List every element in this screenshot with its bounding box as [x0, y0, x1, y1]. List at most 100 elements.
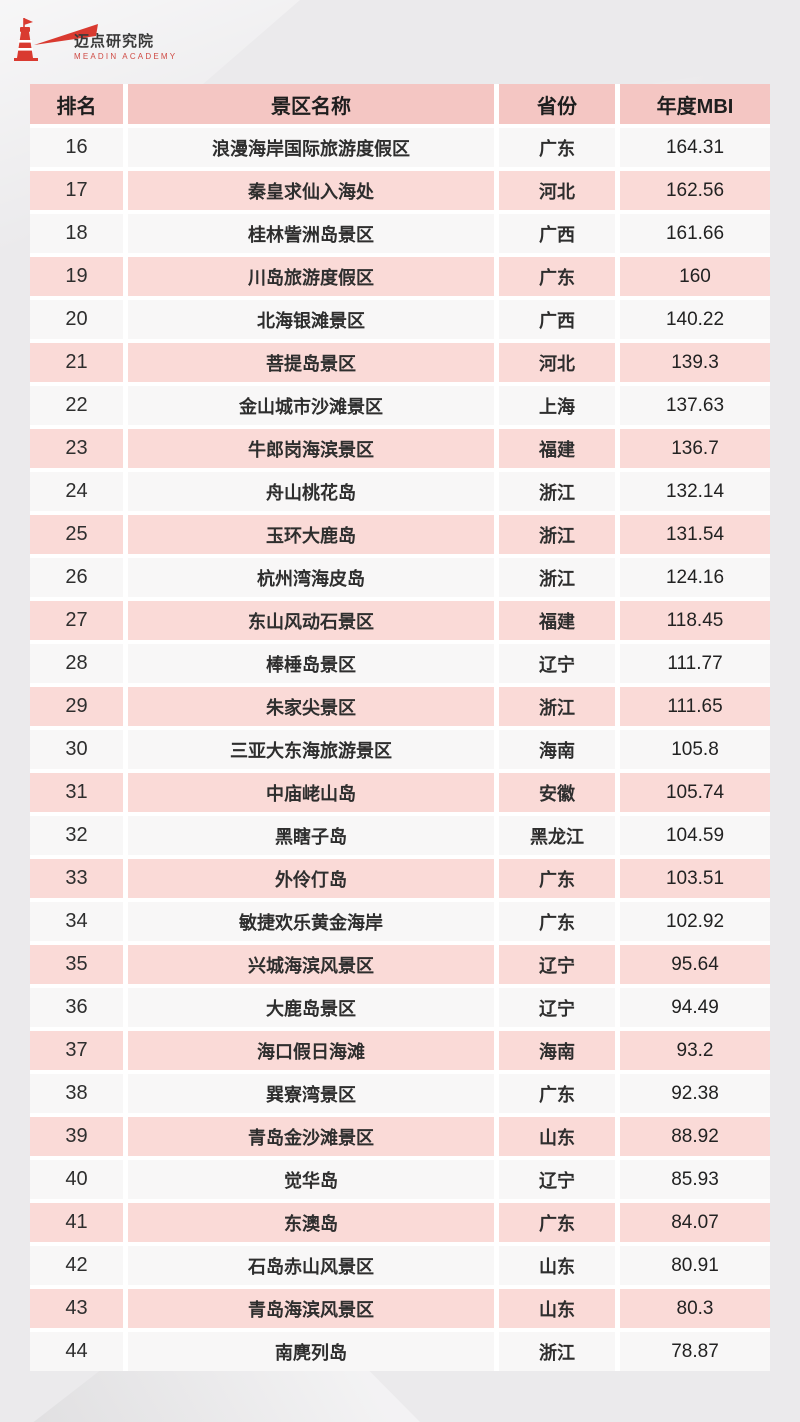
rank-cell: 41: [30, 1203, 123, 1242]
province-cell: 山东: [499, 1289, 615, 1328]
province-cell: 辽宁: [499, 1160, 615, 1199]
name-cell: 三亚大东海旅游景区: [128, 730, 494, 769]
province-cell: 浙江: [499, 687, 615, 726]
province-cell: 广东: [499, 859, 615, 898]
table-row: 34 敏捷欢乐黄金海岸 广东 102.92: [30, 902, 770, 941]
table-row: 41 东澳岛 广东 84.07: [30, 1203, 770, 1242]
meadin-logo: 迈点研究院 MEADIN ACADEMY: [10, 12, 210, 64]
province-cell: 浙江: [499, 472, 615, 511]
rank-cell: 40: [30, 1160, 123, 1199]
mbi-cell: 85.93: [620, 1160, 770, 1199]
rank-cell: 38: [30, 1074, 123, 1113]
name-cell: 浪漫海岸国际旅游度假区: [128, 128, 494, 167]
rank-cell: 37: [30, 1031, 123, 1070]
header-province: 省份: [499, 84, 615, 124]
table-row: 36 大鹿岛景区 辽宁 94.49: [30, 988, 770, 1027]
province-cell: 海南: [499, 1031, 615, 1070]
mbi-cell: 137.63: [620, 386, 770, 425]
mbi-cell: 92.38: [620, 1074, 770, 1113]
province-cell: 福建: [499, 601, 615, 640]
rank-cell: 32: [30, 816, 123, 855]
mbi-ranking-table: 排名 景区名称 省份 年度MBI 16 浪漫海岸国际旅游度假区 广东 164.31 17…: [30, 84, 770, 1371]
mbi-cell: 132.14: [620, 472, 770, 511]
table-row: 44 南麂列岛 浙江 78.87: [30, 1332, 770, 1371]
rank-cell: 34: [30, 902, 123, 941]
table-row: 22 金山城市沙滩景区 上海 137.63: [30, 386, 770, 425]
mbi-cell: 102.92: [620, 902, 770, 941]
province-cell: 广东: [499, 128, 615, 167]
rank-cell: 31: [30, 773, 123, 812]
mbi-cell: 118.45: [620, 601, 770, 640]
mbi-cell: 78.87: [620, 1332, 770, 1371]
name-cell: 大鹿岛景区: [128, 988, 494, 1027]
rank-cell: 39: [30, 1117, 123, 1156]
province-cell: 福建: [499, 429, 615, 468]
table-row: 43 青岛海滨风景区 山东 80.3: [30, 1289, 770, 1328]
table-row: 30 三亚大东海旅游景区 海南 105.8: [30, 730, 770, 769]
rank-cell: 19: [30, 257, 123, 296]
name-cell: 石岛赤山风景区: [128, 1246, 494, 1285]
province-cell: 河北: [499, 343, 615, 382]
table-row: 16 浪漫海岸国际旅游度假区 广东 164.31: [30, 128, 770, 167]
mbi-cell: 111.77: [620, 644, 770, 683]
name-cell: 秦皇求仙入海处: [128, 171, 494, 210]
header-rank: 排名: [30, 84, 123, 124]
table-row: 29 朱家尖景区 浙江 111.65: [30, 687, 770, 726]
table-row: 39 青岛金沙滩景区 山东 88.92: [30, 1117, 770, 1156]
mbi-cell: 80.91: [620, 1246, 770, 1285]
logo-title: 迈点研究院: [74, 33, 155, 50]
name-cell: 牛郎岗海滨景区: [128, 429, 494, 468]
table-row: 25 玉环大鹿岛 浙江 131.54: [30, 515, 770, 554]
name-cell: 杭州湾海皮岛: [128, 558, 494, 597]
province-cell: 广西: [499, 214, 615, 253]
rank-cell: 22: [30, 386, 123, 425]
mbi-cell: 111.65: [620, 687, 770, 726]
province-cell: 浙江: [499, 515, 615, 554]
rank-cell: 25: [30, 515, 123, 554]
province-cell: 上海: [499, 386, 615, 425]
rank-cell: 17: [30, 171, 123, 210]
rank-cell: 20: [30, 300, 123, 339]
province-cell: 安徽: [499, 773, 615, 812]
table-row: 23 牛郎岗海滨景区 福建 136.7: [30, 429, 770, 468]
table-header-row: 排名 景区名称 省份 年度MBI: [30, 84, 770, 124]
name-cell: 兴城海滨风景区: [128, 945, 494, 984]
name-cell: 朱家尖景区: [128, 687, 494, 726]
province-cell: 浙江: [499, 558, 615, 597]
rank-cell: 35: [30, 945, 123, 984]
mbi-cell: 103.51: [620, 859, 770, 898]
name-cell: 海口假日海滩: [128, 1031, 494, 1070]
mbi-cell: 93.2: [620, 1031, 770, 1070]
table-row: 37 海口假日海滩 海南 93.2: [30, 1031, 770, 1070]
mbi-cell: 124.16: [620, 558, 770, 597]
rank-cell: 29: [30, 687, 123, 726]
logo-subtitle: MEADIN ACADEMY: [74, 51, 178, 61]
province-cell: 河北: [499, 171, 615, 210]
rank-cell: 24: [30, 472, 123, 511]
mbi-cell: 80.3: [620, 1289, 770, 1328]
rank-cell: 18: [30, 214, 123, 253]
province-cell: 山东: [499, 1117, 615, 1156]
province-cell: 广东: [499, 257, 615, 296]
mbi-cell: 95.64: [620, 945, 770, 984]
mbi-cell: 84.07: [620, 1203, 770, 1242]
name-cell: 桂林訾洲岛景区: [128, 214, 494, 253]
name-cell: 敏捷欢乐黄金海岸: [128, 902, 494, 941]
name-cell: 菩提岛景区: [128, 343, 494, 382]
province-cell: 广西: [499, 300, 615, 339]
header-scenic-area-name: 景区名称: [128, 84, 494, 124]
province-cell: 辽宁: [499, 644, 615, 683]
table-row: 28 棒棰岛景区 辽宁 111.77: [30, 644, 770, 683]
mbi-cell: 94.49: [620, 988, 770, 1027]
name-cell: 黑瞎子岛: [128, 816, 494, 855]
rank-cell: 36: [30, 988, 123, 1027]
province-cell: 辽宁: [499, 988, 615, 1027]
table-row: 32 黑瞎子岛 黑龙江 104.59: [30, 816, 770, 855]
name-cell: 中庙峔山岛: [128, 773, 494, 812]
table-row: 19 川岛旅游度假区 广东 160: [30, 257, 770, 296]
mbi-cell: 164.31: [620, 128, 770, 167]
province-cell: 辽宁: [499, 945, 615, 984]
name-cell: 外伶仃岛: [128, 859, 494, 898]
mbi-cell: 136.7: [620, 429, 770, 468]
table-row: 18 桂林訾洲岛景区 广西 161.66: [30, 214, 770, 253]
